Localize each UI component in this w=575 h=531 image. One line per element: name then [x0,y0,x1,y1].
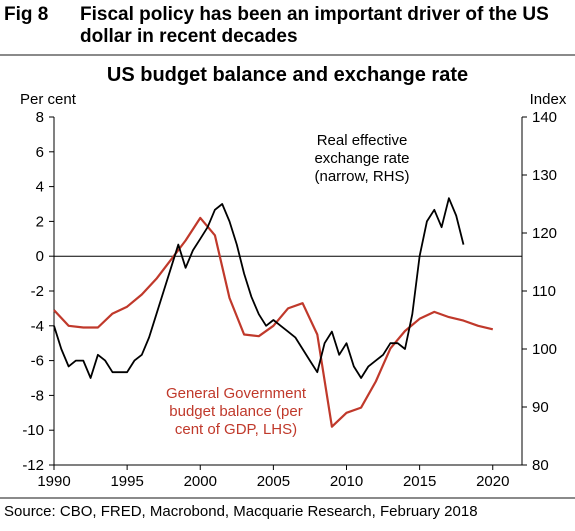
right-tick-label: 120 [532,225,557,242]
chart-title: US budget balance and exchange rate [106,64,469,86]
header-rule [0,54,575,56]
x-tick-label: 1995 [110,473,143,490]
annotation-budget-balance-line: cent of GDP, LHS) [175,421,297,438]
footer-rule [0,497,575,499]
axes-layer [49,116,527,470]
left-tick-label: 2 [36,213,44,230]
series-layer [53,197,494,428]
left-tick-label: 8 [36,109,44,126]
x-tick-label: 2000 [184,473,217,490]
x-tick-label: 1990 [37,473,70,490]
left-tick-label: 4 [36,179,44,196]
annotation-exchange-rate-line: Real effective [317,132,408,149]
figure-header: Fig 8 Fiscal policy has been an importan… [0,0,575,50]
right-tick-label: 90 [532,399,549,416]
x-tick-label: 2015 [403,473,436,490]
annotation-exchange-rate-line: (narrow, RHS) [314,168,409,185]
right-axis-title: Index [530,91,567,108]
left-tick-label: -10 [22,422,44,439]
left-axis-title: Per cent [20,91,77,108]
left-tick-label: -6 [31,353,44,370]
right-tick-label: 140 [532,109,557,126]
left-tick-label: 0 [36,248,44,265]
left-tick-label: -4 [31,318,44,335]
label-layer: 8 6 4 2 0 -2 -4 -6 -8 -10 -12 140 130 120 110 100 90 80 19… [20,91,567,490]
left-tick-label: -8 [31,387,44,404]
left-tick-label: -2 [31,283,44,300]
source-note: Source: CBO, FRED, Macrobond, Macquarie … [4,503,478,520]
left-tick-label: 6 [36,144,44,161]
series-line-exchange-rate [53,197,465,379]
series-line-budget-balance [53,216,494,428]
right-tick-label: 130 [532,167,557,184]
left-tick-label: -12 [22,457,44,474]
x-tick-label: 2010 [330,473,363,490]
annotation-exchange-rate-line: exchange rate [314,150,409,167]
right-tick-label: 100 [532,341,557,358]
right-tick-label: 80 [532,457,549,474]
right-tick-label: 110 [532,283,556,300]
annotation-budget-balance-line: budget balance (per [169,403,302,420]
x-tick-label: 2005 [257,473,290,490]
figure-number: Fig 8 [4,4,49,25]
annotation-budget-balance-line: General Government [166,385,307,402]
figure-title: Fiscal policy has been an important driv… [80,4,549,47]
x-tick-label: 2020 [476,473,509,490]
